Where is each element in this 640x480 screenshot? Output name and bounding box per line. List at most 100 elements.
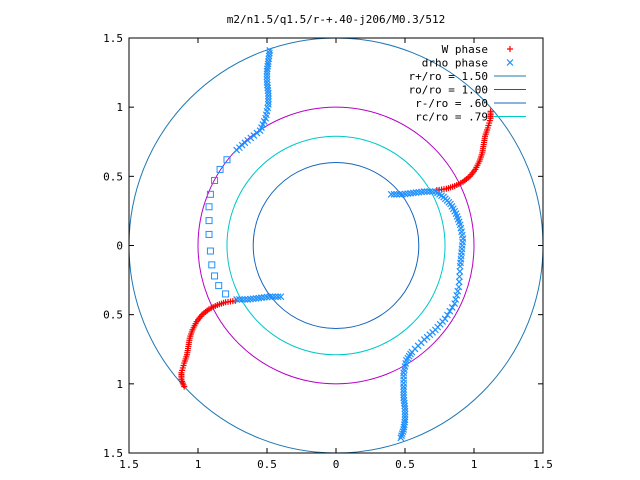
point-s1-25 xyxy=(397,434,405,442)
circle-3 xyxy=(226,135,446,356)
point-s1-20 xyxy=(400,383,408,391)
point-s1-30-1 xyxy=(264,92,272,100)
point-s1-1-2 xyxy=(404,190,412,198)
point-s1-2-3 xyxy=(418,188,425,196)
point-s1-38-3 xyxy=(247,295,254,303)
point-s1-26 xyxy=(266,47,274,54)
legend-label-1: drho phase xyxy=(422,57,488,70)
point-s1-20-3 xyxy=(400,391,408,399)
point-s2-10 xyxy=(215,282,223,290)
point-s1-29 xyxy=(263,78,271,86)
point-s1-28-2 xyxy=(263,73,271,81)
point-s1-30-3 xyxy=(264,98,272,106)
point-s1-1-3 xyxy=(407,189,414,197)
point-s1-26-2 xyxy=(265,52,273,60)
point-s1-24 xyxy=(400,426,408,433)
point-s1-21-2 xyxy=(400,399,408,407)
point-s1-36-1 xyxy=(274,293,282,301)
point-s1-13 xyxy=(451,300,459,308)
point-s1-28-1 xyxy=(263,70,271,78)
point-s1-3-3 xyxy=(429,188,437,195)
point-s1-24-2 xyxy=(398,430,406,438)
point-s1-29-2 xyxy=(264,84,272,92)
point-s1-35 xyxy=(233,146,241,154)
x-tick-label-3: 0 xyxy=(333,458,340,471)
point-s1-28 xyxy=(263,67,271,75)
point-s1-38 xyxy=(255,294,263,302)
legend-swatch-0 xyxy=(507,46,513,52)
point-s1-39-1 xyxy=(241,296,249,303)
point-s1-20-1 xyxy=(400,385,408,393)
legend-label-3: ro/ro = 1.00 xyxy=(409,84,488,97)
point-s2-6 xyxy=(205,230,213,238)
point-s1-13-2 xyxy=(446,307,454,315)
y-tick-label-0: 1.5 xyxy=(103,32,123,45)
point-s1-26-1 xyxy=(265,49,273,57)
point-s1-3-1 xyxy=(423,188,431,195)
point-s1-2-1 xyxy=(412,189,420,197)
point-s1-12-2 xyxy=(453,291,461,299)
y-tick-label-3: 0 xyxy=(116,240,123,253)
point-s1-24-3 xyxy=(398,432,405,440)
point-s1-39-3 xyxy=(235,296,243,303)
data-points xyxy=(178,47,494,442)
point-s0-12 xyxy=(487,108,494,115)
point-s2-2 xyxy=(211,176,219,184)
axis-ticks: 1.5 1 0.5 0 0.5 1 1.51.510.500.511.5 xyxy=(103,32,553,471)
point-s1-0-1 xyxy=(390,190,398,198)
point-s1-22-2 xyxy=(401,410,409,418)
point-s1-3 xyxy=(420,188,428,195)
point-s1-40 xyxy=(233,296,241,303)
point-s1-0-2 xyxy=(393,190,401,198)
x-tick-label-0: 1.5 xyxy=(119,458,139,471)
point-s1-38-1 xyxy=(252,294,260,302)
x-tick-label-1: 1 xyxy=(195,458,202,471)
point-s1-39-2 xyxy=(238,296,246,303)
point-s1-3-2 xyxy=(426,188,434,195)
circle-1 xyxy=(197,106,475,385)
point-s1-2 xyxy=(409,189,417,197)
point-s2-7 xyxy=(206,247,214,255)
y-tick-label-6: 1.5 xyxy=(103,447,123,460)
x-tick-label-5: 1 xyxy=(471,458,478,471)
point-s1-37-2 xyxy=(260,293,268,301)
y-tick-label-4: 0.5 xyxy=(103,309,123,322)
point-s1-39 xyxy=(244,296,252,303)
point-s1-1 xyxy=(398,190,406,198)
legend-label-5: rc/ro = .79 xyxy=(415,111,488,124)
y-tick-label-5: 1 xyxy=(116,378,123,391)
point-s1-36-2 xyxy=(271,293,279,301)
x-tick-label-2: 0.5 xyxy=(257,458,277,471)
y-tick-label-2: 0.5 xyxy=(103,170,123,183)
point-s1-2-2 xyxy=(415,188,423,196)
point-s2-11 xyxy=(222,290,230,298)
point-s1-22-1 xyxy=(401,408,409,415)
legend-swatch-1 xyxy=(506,59,514,66)
legend-label-2: r+/ro = 1.50 xyxy=(409,70,488,83)
point-s2-5 xyxy=(205,217,213,225)
point-s1-24-1 xyxy=(399,428,407,435)
point-s2-4 xyxy=(205,203,213,211)
point-s2-8 xyxy=(208,261,216,269)
point-s1-37 xyxy=(266,293,274,301)
point-s1-20-2 xyxy=(400,388,408,396)
point-s1-1-1 xyxy=(401,190,409,198)
point-s1-21-1 xyxy=(400,397,408,404)
point-s1-22 xyxy=(401,405,409,413)
point-s1-21-3 xyxy=(401,402,409,410)
point-s2-9 xyxy=(211,272,219,280)
x-tick-label-6: 1.5 xyxy=(533,458,553,471)
point-s1-30 xyxy=(264,89,272,97)
point-s2-0 xyxy=(223,156,231,164)
point-s2-3 xyxy=(206,190,214,198)
legend-label-4: r-/ro = .60 xyxy=(415,97,488,110)
point-s1-21 xyxy=(400,394,408,402)
chart-title: m2/n1.5/q1.5/r-+.40-j206/M0.3/512 xyxy=(227,13,446,26)
point-s1-12-1 xyxy=(454,287,462,295)
point-s1-12 xyxy=(455,283,463,291)
point-s2-1 xyxy=(216,165,224,173)
point-s1-0 xyxy=(387,190,395,198)
point-s1-13-3 xyxy=(444,311,451,319)
